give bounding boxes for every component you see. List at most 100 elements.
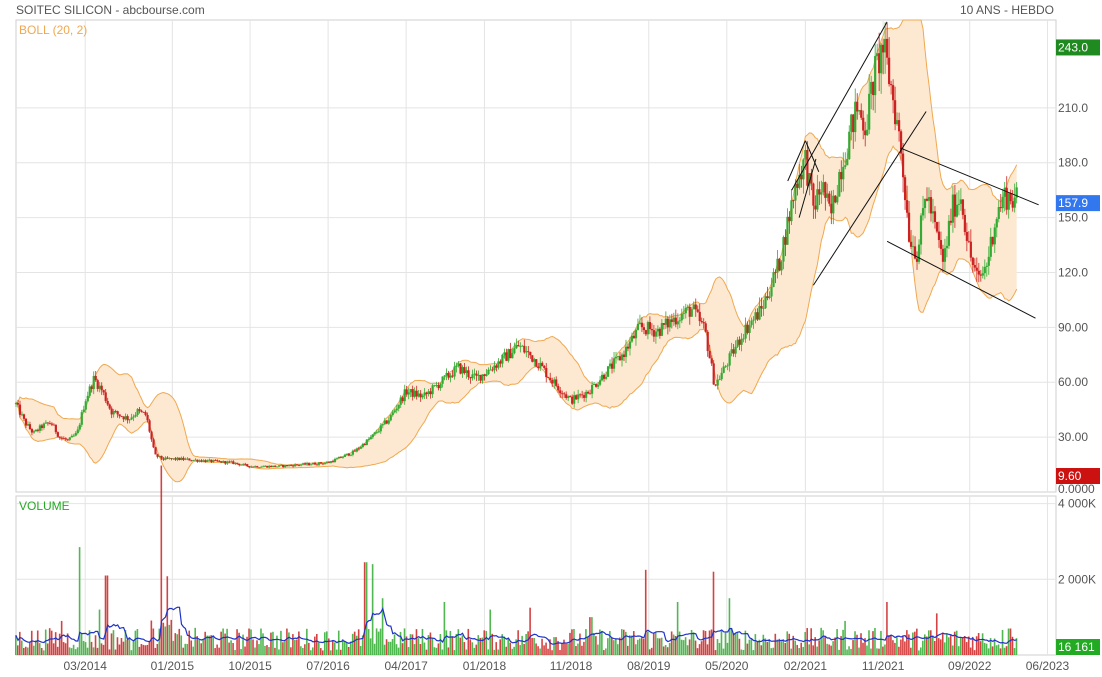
volume-bar: [896, 636, 898, 655]
candle-body: [104, 392, 107, 401]
volume-bar: [654, 632, 657, 655]
volume-bar: [429, 632, 432, 655]
candle-body: [381, 424, 384, 426]
candle-body: [734, 346, 737, 354]
candle-body: [361, 443, 364, 448]
volume-bar: [365, 562, 368, 655]
candle-body: [842, 166, 845, 180]
volume-bar: [369, 638, 372, 655]
candle-body: [764, 296, 767, 309]
volume-bar: [850, 648, 852, 655]
candle-body: [694, 304, 697, 310]
candle-body: [577, 394, 580, 400]
candle-body: [740, 338, 743, 345]
candle-body: [481, 374, 484, 381]
volume-bar: [611, 637, 613, 655]
volume-bar: [842, 629, 844, 655]
price-tick-label: 120.0: [1058, 265, 1088, 279]
volume-bar: [278, 649, 280, 655]
trendline[interactable]: [787, 140, 806, 182]
volume-bar: [621, 629, 623, 655]
min-price-badge-bg: [1056, 468, 1100, 484]
volume-bar: [493, 649, 496, 655]
volume-bar: [437, 643, 440, 655]
candle-body: [874, 56, 877, 96]
candle-body: [911, 246, 915, 248]
x-tick-label: 06/2023: [1026, 659, 1070, 673]
volume-bar: [68, 647, 71, 655]
candle-body: [411, 389, 414, 397]
candle-body: [832, 195, 835, 214]
volume-bar: [591, 617, 593, 655]
volume-bar: [718, 642, 721, 655]
volume-bar: [206, 635, 208, 655]
volume-bar: [555, 637, 557, 655]
candle-body: [477, 374, 480, 376]
candle-body: [286, 465, 289, 467]
trendline[interactable]: [812, 111, 927, 286]
candle-body: [58, 436, 61, 438]
candle-body: [242, 463, 245, 465]
trendline[interactable]: [900, 147, 1039, 206]
trendline[interactable]: [798, 158, 817, 218]
candle-body: [993, 227, 996, 245]
volume-bar: [214, 648, 216, 655]
candle-body: [511, 353, 514, 359]
volume-bar: [686, 645, 689, 655]
volume-bar: [983, 642, 986, 655]
candle-body: [915, 258, 919, 262]
volume-bar: [912, 632, 914, 655]
volume-bar: [166, 576, 169, 655]
candle-body: [862, 117, 865, 131]
candle-body: [622, 354, 626, 357]
candle-body: [844, 165, 847, 167]
volume-bar: [373, 643, 376, 655]
volume-bar: [619, 637, 621, 655]
x-tick-label: 10/2015: [228, 659, 272, 673]
volume-bar: [178, 628, 181, 655]
volume-bar: [640, 637, 643, 655]
volume-bar: [545, 642, 547, 655]
volume-bar: [501, 634, 503, 655]
trendline[interactable]: [791, 21, 888, 191]
candle-body: [60, 437, 63, 439]
candle-body: [128, 419, 131, 421]
volume-bar: [866, 645, 868, 655]
volume-bar: [945, 633, 948, 655]
trendline[interactable]: [804, 140, 820, 173]
candle-body: [571, 396, 574, 404]
candle-body: [919, 215, 923, 245]
candle-body: [684, 307, 687, 314]
volume-bar: [112, 630, 115, 655]
volume-bar: [473, 647, 476, 655]
candle-body: [116, 411, 119, 415]
volume-bar: [457, 629, 460, 655]
candle-body: [975, 267, 978, 271]
candle-body: [953, 194, 957, 217]
volume-bar: [802, 646, 805, 655]
period-label[interactable]: 10 ANS - HEBDO: [959, 3, 1054, 17]
candle-body: [457, 363, 460, 367]
candle-body: [156, 454, 159, 457]
candle-body: [814, 205, 817, 210]
volume-bar: [690, 629, 693, 655]
volume-bar: [714, 650, 717, 655]
volume-bar: [872, 631, 874, 655]
candle-body: [620, 354, 624, 361]
candle-body: [824, 182, 827, 198]
candle-body: [973, 265, 976, 268]
volume-bar: [323, 632, 326, 655]
candle-body: [317, 462, 321, 465]
candle-body: [762, 308, 765, 309]
volume-bar: [989, 638, 992, 655]
candle-body: [297, 464, 301, 466]
volume-bar: [908, 634, 910, 655]
volume-bar: [200, 643, 202, 655]
volume-bar: [351, 633, 354, 655]
candle-body: [224, 461, 227, 464]
candle-body: [393, 410, 396, 413]
trendline[interactable]: [886, 240, 1036, 319]
volume-bar: [327, 638, 330, 655]
volume-bar: [485, 630, 488, 655]
